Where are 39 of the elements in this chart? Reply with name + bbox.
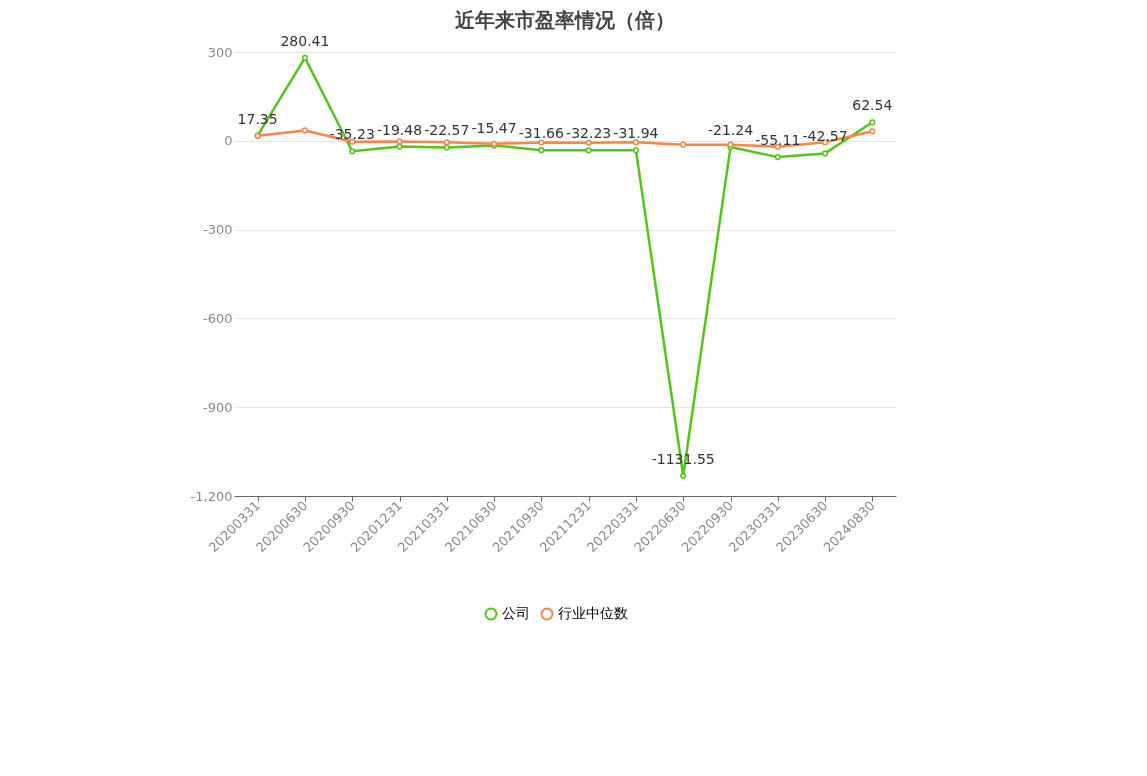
point xyxy=(869,119,876,126)
chart-title: 近年来市盈率情况（倍） xyxy=(454,7,675,32)
data-label: 280.41 xyxy=(280,32,330,49)
y-tick-label: -600 xyxy=(202,310,233,326)
point xyxy=(396,143,403,150)
point xyxy=(396,138,403,145)
point xyxy=(301,127,309,134)
data-label: -32.23 xyxy=(566,125,612,142)
point xyxy=(538,139,545,146)
data-label: -55.11 xyxy=(755,132,801,149)
y-tick-label: 0 xyxy=(224,133,233,149)
data-label: -31.94 xyxy=(613,125,659,142)
data-label: -15.47 xyxy=(471,120,517,137)
y-tick-label: -1,200 xyxy=(190,488,233,504)
point xyxy=(443,139,450,146)
data-label: -31.66 xyxy=(518,125,565,142)
y-tick-label: 300 xyxy=(207,44,233,60)
data-label: 62.54 xyxy=(852,97,893,114)
point xyxy=(821,150,829,157)
point xyxy=(632,147,640,154)
point xyxy=(443,144,450,151)
point xyxy=(632,139,640,146)
data-label: -21.24 xyxy=(707,122,754,139)
point xyxy=(585,139,592,146)
point xyxy=(680,141,687,148)
point xyxy=(774,154,781,161)
point xyxy=(349,148,356,155)
data-label: -42.57 xyxy=(802,128,848,145)
point xyxy=(585,147,592,154)
point xyxy=(538,147,545,154)
data-label: -22.57 xyxy=(424,122,470,139)
y-tick-label: -300 xyxy=(202,222,233,238)
data-label: -19.48 xyxy=(376,121,423,138)
legend-label: 公司 xyxy=(502,605,530,621)
legend-label: 行业中位数 xyxy=(558,605,628,621)
point xyxy=(869,128,876,135)
y-tick-label: -900 xyxy=(202,399,233,415)
point xyxy=(301,54,309,61)
point xyxy=(680,472,687,479)
